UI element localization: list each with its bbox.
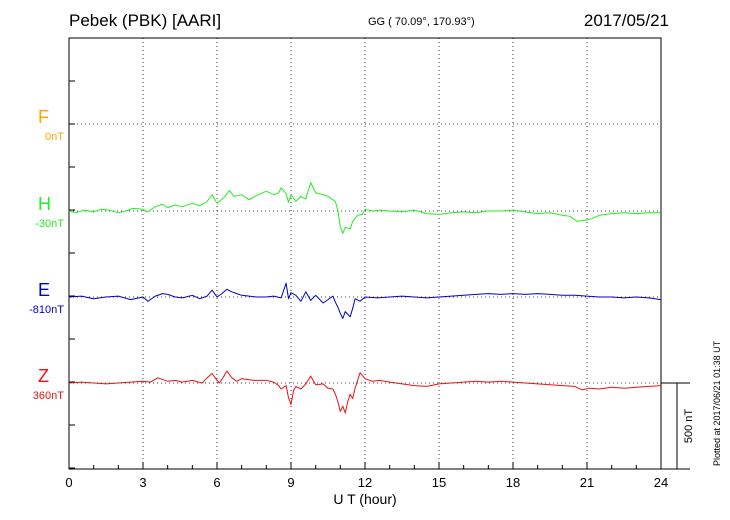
x-tick-label: 21 <box>580 475 594 490</box>
x-tick-label: 0 <box>65 475 72 490</box>
x-tick-label: 12 <box>358 475 372 490</box>
x-tick-label: 24 <box>654 475 668 490</box>
channel-label-h: H <box>38 194 51 214</box>
date-label: 2017/05/21 <box>583 11 669 30</box>
x-tick-label: 15 <box>432 475 446 490</box>
trace-e <box>68 282 662 319</box>
x-tick-label: 3 <box>139 475 146 490</box>
x-tick-label: 18 <box>506 475 520 490</box>
station-title: Pebek (PBK) [AARI] <box>69 11 222 30</box>
trace-z <box>68 370 662 414</box>
channel-baseline-e: -810nT <box>29 304 64 316</box>
scale-bar-label: 500 nT <box>683 409 695 444</box>
channel-label-f: F <box>38 107 49 127</box>
x-axis-label: U T (hour) <box>333 491 396 507</box>
x-tick-label: 6 <box>213 475 220 490</box>
channel-baseline-f: 0nT <box>45 131 64 143</box>
coordinates-label: GG ( 70.09°, 170.93°) <box>368 16 475 28</box>
channel-baseline-z: 360nT <box>32 390 64 402</box>
plotted-timestamp: Plotted at 2017/06/21 01:38 UT <box>712 340 722 466</box>
trace-h <box>68 182 661 234</box>
x-tick-label: 9 <box>287 475 294 490</box>
channel-label-e: E <box>38 280 51 300</box>
channel-baseline-h: -30nT <box>35 218 64 230</box>
channel-label-z: Z <box>38 366 49 386</box>
